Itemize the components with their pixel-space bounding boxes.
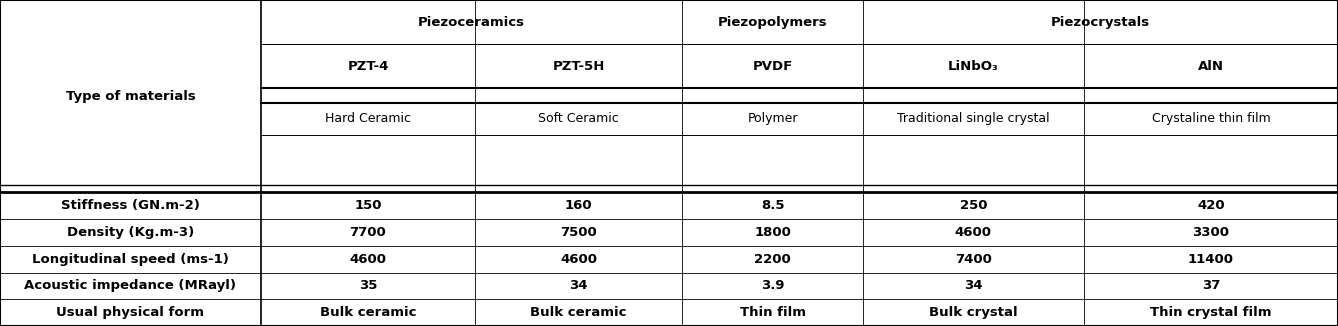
Text: Type of materials: Type of materials — [66, 90, 195, 103]
Text: PVDF: PVDF — [752, 60, 793, 72]
Text: 11400: 11400 — [1188, 253, 1234, 266]
Text: Traditional single crystal: Traditional single crystal — [896, 112, 1050, 126]
Text: Piezopolymers: Piezopolymers — [719, 16, 827, 28]
Text: 7700: 7700 — [349, 226, 387, 239]
Text: Polymer: Polymer — [748, 112, 797, 126]
Text: Bulk crystal: Bulk crystal — [929, 306, 1018, 319]
Text: 3300: 3300 — [1192, 226, 1230, 239]
Text: Thin film: Thin film — [740, 306, 805, 319]
Text: Longitudinal speed (ms-1): Longitudinal speed (ms-1) — [32, 253, 229, 266]
Text: 4600: 4600 — [349, 253, 387, 266]
Text: Hard Ceramic: Hard Ceramic — [325, 112, 411, 126]
Text: 1800: 1800 — [755, 226, 791, 239]
Text: LiNbO₃: LiNbO₃ — [949, 60, 998, 72]
Text: Crystaline thin film: Crystaline thin film — [1152, 112, 1270, 126]
Text: 34: 34 — [570, 279, 587, 292]
Text: PZT-4: PZT-4 — [348, 60, 388, 72]
Text: 7500: 7500 — [561, 226, 597, 239]
Text: Soft Ceramic: Soft Ceramic — [538, 112, 619, 126]
Text: 4600: 4600 — [561, 253, 597, 266]
Text: 7400: 7400 — [955, 253, 991, 266]
Text: 37: 37 — [1202, 279, 1220, 292]
Text: 4600: 4600 — [955, 226, 991, 239]
Text: 35: 35 — [359, 279, 377, 292]
Text: 150: 150 — [355, 199, 381, 212]
Text: 34: 34 — [965, 279, 982, 292]
Text: Piezoceramics: Piezoceramics — [419, 16, 524, 28]
Text: 160: 160 — [565, 199, 593, 212]
Text: 8.5: 8.5 — [761, 199, 784, 212]
Text: 3.9: 3.9 — [761, 279, 784, 292]
Text: PZT-5H: PZT-5H — [553, 60, 605, 72]
Text: Acoustic impedance (MRayl): Acoustic impedance (MRayl) — [24, 279, 237, 292]
Text: Usual physical form: Usual physical form — [56, 306, 205, 319]
Text: 420: 420 — [1198, 199, 1224, 212]
Text: Stiffness (GN.m-2): Stiffness (GN.m-2) — [62, 199, 199, 212]
Text: Bulk ceramic: Bulk ceramic — [530, 306, 628, 319]
Text: AlN: AlN — [1198, 60, 1224, 72]
Text: Piezocrystals: Piezocrystals — [1050, 16, 1151, 28]
Text: Bulk ceramic: Bulk ceramic — [320, 306, 416, 319]
Text: Density (Kg.m-3): Density (Kg.m-3) — [67, 226, 194, 239]
Text: 250: 250 — [959, 199, 987, 212]
Text: Thin crystal film: Thin crystal film — [1151, 306, 1271, 319]
Text: 2200: 2200 — [755, 253, 791, 266]
